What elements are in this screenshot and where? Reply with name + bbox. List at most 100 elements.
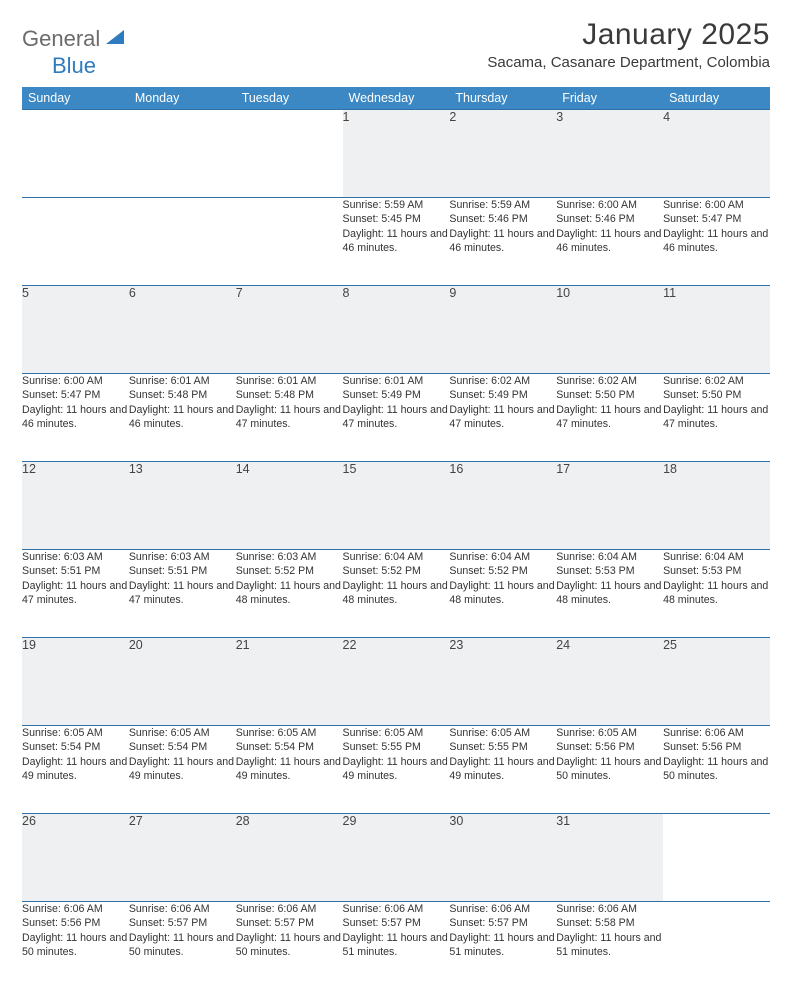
sunset-line: Sunset: 5:46 PM [449,212,556,226]
sunset-line: Sunset: 5:57 PM [343,916,450,930]
day-detail-cell: Sunrise: 6:04 AMSunset: 5:53 PMDaylight:… [556,550,663,638]
week-number-row: 567891011 [22,286,770,374]
sunset-line: Sunset: 5:56 PM [663,740,770,754]
day-detail-cell: Sunrise: 6:05 AMSunset: 5:56 PMDaylight:… [556,726,663,814]
sunset-line: Sunset: 5:51 PM [129,564,236,578]
day-detail-cell: Sunrise: 6:00 AMSunset: 5:46 PMDaylight:… [556,198,663,286]
sunrise-line: Sunrise: 6:05 AM [343,726,450,740]
sunset-line: Sunset: 5:49 PM [449,388,556,402]
sunset-line: Sunset: 5:52 PM [236,564,343,578]
day-detail-cell [22,198,129,286]
daylight-line: Daylight: 11 hours and 48 minutes. [556,579,663,608]
sunset-line: Sunset: 5:47 PM [663,212,770,226]
day-number-cell: 25 [663,638,770,726]
day-number-cell: 18 [663,462,770,550]
daylight-line: Daylight: 11 hours and 50 minutes. [556,755,663,784]
day-number-cell: 6 [129,286,236,374]
day-detail-cell: Sunrise: 6:01 AMSunset: 5:48 PMDaylight:… [129,374,236,462]
sunset-line: Sunset: 5:56 PM [22,916,129,930]
sunset-line: Sunset: 5:57 PM [236,916,343,930]
daylight-line: Daylight: 11 hours and 50 minutes. [129,931,236,960]
day-detail-cell: Sunrise: 6:05 AMSunset: 5:55 PMDaylight:… [343,726,450,814]
sunset-line: Sunset: 5:52 PM [343,564,450,578]
month-title: January 2025 [487,18,770,52]
day-detail-cell: Sunrise: 6:06 AMSunset: 5:56 PMDaylight:… [663,726,770,814]
day-detail-cell: Sunrise: 6:04 AMSunset: 5:52 PMDaylight:… [449,550,556,638]
daylight-line: Daylight: 11 hours and 51 minutes. [556,931,663,960]
day-header: Friday [556,87,663,110]
sunrise-line: Sunrise: 6:05 AM [22,726,129,740]
day-detail-cell: Sunrise: 5:59 AMSunset: 5:46 PMDaylight:… [449,198,556,286]
daylight-line: Daylight: 11 hours and 50 minutes. [22,931,129,960]
day-number-cell: 7 [236,286,343,374]
sunrise-line: Sunrise: 6:00 AM [22,374,129,388]
day-header: Sunday [22,87,129,110]
day-detail-cell: Sunrise: 6:03 AMSunset: 5:51 PMDaylight:… [22,550,129,638]
sunrise-line: Sunrise: 6:04 AM [449,550,556,564]
day-detail-cell: Sunrise: 6:01 AMSunset: 5:49 PMDaylight:… [343,374,450,462]
sunrise-line: Sunrise: 6:02 AM [663,374,770,388]
sunrise-line: Sunrise: 6:01 AM [236,374,343,388]
day-number-cell: 28 [236,814,343,902]
day-number-cell: 13 [129,462,236,550]
daylight-line: Daylight: 11 hours and 46 minutes. [449,227,556,256]
day-detail-cell [236,198,343,286]
sunrise-line: Sunrise: 6:05 AM [556,726,663,740]
sunrise-line: Sunrise: 6:03 AM [22,550,129,564]
day-number-cell: 27 [129,814,236,902]
day-detail-cell: Sunrise: 6:05 AMSunset: 5:54 PMDaylight:… [236,726,343,814]
week-number-row: 12131415161718 [22,462,770,550]
day-detail-cell: Sunrise: 6:06 AMSunset: 5:57 PMDaylight:… [236,902,343,990]
day-detail-cell: Sunrise: 6:06 AMSunset: 5:57 PMDaylight:… [129,902,236,990]
daylight-line: Daylight: 11 hours and 48 minutes. [343,579,450,608]
day-number-cell [129,110,236,198]
day-number-cell: 11 [663,286,770,374]
daylight-line: Daylight: 11 hours and 50 minutes. [663,755,770,784]
sunrise-line: Sunrise: 6:04 AM [663,550,770,564]
day-detail-cell: Sunrise: 6:06 AMSunset: 5:58 PMDaylight:… [556,902,663,990]
day-header: Saturday [663,87,770,110]
week-detail-row: Sunrise: 6:05 AMSunset: 5:54 PMDaylight:… [22,726,770,814]
day-detail-cell: Sunrise: 6:05 AMSunset: 5:55 PMDaylight:… [449,726,556,814]
week-detail-row: Sunrise: 5:59 AMSunset: 5:45 PMDaylight:… [22,198,770,286]
day-detail-cell [129,198,236,286]
day-header: Monday [129,87,236,110]
day-detail-cell: Sunrise: 6:04 AMSunset: 5:53 PMDaylight:… [663,550,770,638]
sunset-line: Sunset: 5:47 PM [22,388,129,402]
day-number-cell: 23 [449,638,556,726]
sunrise-line: Sunrise: 6:00 AM [556,198,663,212]
sunset-line: Sunset: 5:51 PM [22,564,129,578]
day-number-cell: 14 [236,462,343,550]
daylight-line: Daylight: 11 hours and 48 minutes. [663,579,770,608]
daylight-line: Daylight: 11 hours and 48 minutes. [236,579,343,608]
sunset-line: Sunset: 5:54 PM [22,740,129,754]
day-header: Wednesday [343,87,450,110]
day-detail-cell: Sunrise: 6:02 AMSunset: 5:49 PMDaylight:… [449,374,556,462]
sunset-line: Sunset: 5:54 PM [236,740,343,754]
sunset-line: Sunset: 5:46 PM [556,212,663,226]
daylight-line: Daylight: 11 hours and 46 minutes. [343,227,450,256]
sunrise-line: Sunrise: 6:06 AM [556,902,663,916]
week-number-row: 19202122232425 [22,638,770,726]
day-number-cell: 8 [343,286,450,374]
sunrise-line: Sunrise: 6:01 AM [129,374,236,388]
daylight-line: Daylight: 11 hours and 50 minutes. [236,931,343,960]
sunset-line: Sunset: 5:57 PM [449,916,556,930]
sunset-line: Sunset: 5:58 PM [556,916,663,930]
week-detail-row: Sunrise: 6:03 AMSunset: 5:51 PMDaylight:… [22,550,770,638]
sunrise-line: Sunrise: 6:06 AM [22,902,129,916]
calendar-table: Sunday Monday Tuesday Wednesday Thursday… [22,87,770,990]
day-detail-cell: Sunrise: 6:01 AMSunset: 5:48 PMDaylight:… [236,374,343,462]
day-number-cell: 30 [449,814,556,902]
sunrise-line: Sunrise: 6:06 AM [236,902,343,916]
sunset-line: Sunset: 5:52 PM [449,564,556,578]
day-number-cell [22,110,129,198]
daylight-line: Daylight: 11 hours and 48 minutes. [449,579,556,608]
day-detail-cell: Sunrise: 6:06 AMSunset: 5:56 PMDaylight:… [22,902,129,990]
daylight-line: Daylight: 11 hours and 46 minutes. [556,227,663,256]
sunset-line: Sunset: 5:53 PM [556,564,663,578]
day-header: Tuesday [236,87,343,110]
sunset-line: Sunset: 5:54 PM [129,740,236,754]
day-number-cell: 15 [343,462,450,550]
daylight-line: Daylight: 11 hours and 47 minutes. [556,403,663,432]
